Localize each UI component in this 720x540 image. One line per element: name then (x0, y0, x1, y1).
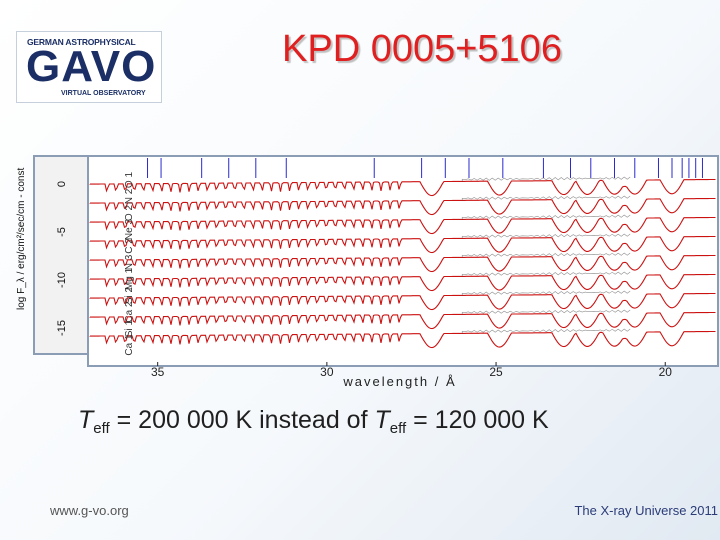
series-label: Ne 3 (124, 219, 135, 241)
plot-frame (87, 155, 719, 367)
spectrum-plot: 0 -5 -10 -15 35 30 25 20 O 1N 2O 2Ne 3C 2N 3Mg… (16, 155, 719, 389)
y-tick-label: -10 (56, 272, 68, 288)
teff-symbol-2: T (374, 406, 390, 434)
series-label: Si 2 (124, 286, 135, 304)
teff-symbol-1: T (78, 406, 94, 434)
model-spectrum-line (89, 311, 716, 330)
series-label: Ca 1 (124, 334, 135, 356)
series-label: O 1 (124, 172, 135, 189)
comparison-spectrum-line (461, 271, 631, 278)
y-tick-label: -15 (56, 320, 68, 336)
logo-main-text: GAVO (26, 42, 157, 91)
x-tick-label: 30 (320, 365, 334, 379)
x-tick-label: 20 (659, 365, 673, 379)
caption-mid: = 200 000 K instead of (109, 406, 375, 434)
x-tick-label: 25 (489, 365, 503, 379)
series-label: C 2 (124, 238, 135, 254)
comparison-spectrum-line (461, 233, 631, 240)
series-label: Mg 1 (124, 267, 135, 290)
model-spectrum-line (89, 273, 716, 292)
footer-event: The X-ray Universe 2011 (574, 503, 718, 518)
comparison-spectrum-line (461, 176, 631, 183)
spectra (89, 176, 716, 349)
x-tick-label: 35 (151, 365, 165, 379)
series-label: O 2 (124, 205, 135, 222)
caption-end: = 120 000 K (406, 406, 549, 434)
comparison-spectrum-line (461, 214, 631, 221)
y-panel (33, 155, 89, 355)
teff-sub-2: eff (389, 420, 407, 437)
gavo-logo: GERMAN ASTROPHYSICAL GAVO VIRTUAL OBSERV… (16, 31, 162, 103)
slide-title: KPD 0005+5106 (282, 28, 562, 70)
y-tick-label: -5 (56, 227, 68, 237)
logo-top-text: GERMAN ASTROPHYSICAL (27, 37, 136, 47)
comparison-spectrum-line (461, 290, 631, 297)
series-labels: O 1N 2O 2Ne 3C 2N 3Mg 1Si 2Ca 2Si 1Ca 1 (124, 172, 135, 356)
caption: Teff = 200 000 K instead of Teff = 120 0… (78, 406, 549, 437)
model-spectrum-line (89, 254, 716, 273)
comparison-spectrum-line (461, 252, 631, 259)
model-spectrum-line (89, 178, 716, 197)
line-markers (147, 158, 703, 178)
teff-sub-1: eff (93, 420, 110, 437)
model-spectrum-line (89, 197, 716, 216)
model-spectrum-line (89, 216, 716, 235)
comparison-spectrum-line (461, 328, 631, 335)
model-spectrum-line (89, 235, 716, 254)
y-axis-label: log F_λ / erg/cm²/sec/cm - const (16, 168, 27, 310)
y-ticks: 0 -5 -10 -15 (56, 181, 68, 336)
series-label: Ca 2 (124, 301, 135, 323)
comparison-spectrum-line (461, 195, 631, 202)
comparison-spectrum-line (461, 309, 631, 316)
model-spectrum-line (89, 292, 716, 311)
logo-bottom-text: VIRTUAL OBSERVATORY (61, 90, 146, 97)
series-label: N 3 (124, 254, 135, 270)
y-tick-label: 0 (56, 181, 68, 187)
x-axis-label: wavelength / Å (342, 374, 456, 389)
x-ticks: 35 30 25 20 (151, 362, 672, 379)
model-spectrum-line (89, 330, 716, 349)
footer-url: www.g-vo.org (50, 503, 129, 518)
series-label: Si 1 (124, 319, 135, 337)
series-label: N 2 (124, 188, 135, 204)
